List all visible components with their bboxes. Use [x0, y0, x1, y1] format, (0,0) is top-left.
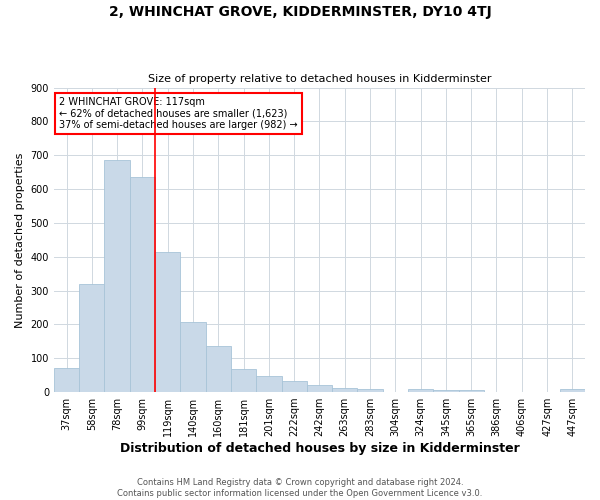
Text: Contains HM Land Registry data © Crown copyright and database right 2024.
Contai: Contains HM Land Registry data © Crown c…: [118, 478, 482, 498]
Title: Size of property relative to detached houses in Kidderminster: Size of property relative to detached ho…: [148, 74, 491, 84]
Bar: [231, 369, 256, 392]
Bar: [256, 376, 281, 392]
Bar: [458, 390, 484, 392]
Bar: [408, 390, 433, 392]
Bar: [206, 346, 231, 392]
Text: 2 WHINCHAT GROVE: 117sqm
← 62% of detached houses are smaller (1,623)
37% of sem: 2 WHINCHAT GROVE: 117sqm ← 62% of detach…: [59, 96, 298, 130]
Y-axis label: Number of detached properties: Number of detached properties: [15, 152, 25, 328]
X-axis label: Distribution of detached houses by size in Kidderminster: Distribution of detached houses by size …: [119, 442, 520, 455]
Bar: [130, 177, 155, 392]
Text: 2, WHINCHAT GROVE, KIDDERMINSTER, DY10 4TJ: 2, WHINCHAT GROVE, KIDDERMINSTER, DY10 4…: [109, 5, 491, 19]
Bar: [307, 384, 332, 392]
Bar: [281, 381, 307, 392]
Bar: [433, 390, 458, 392]
Bar: [332, 388, 358, 392]
Bar: [358, 389, 383, 392]
Bar: [79, 284, 104, 392]
Bar: [181, 322, 206, 392]
Bar: [560, 390, 585, 392]
Bar: [54, 368, 79, 392]
Bar: [104, 160, 130, 392]
Bar: [155, 252, 181, 392]
